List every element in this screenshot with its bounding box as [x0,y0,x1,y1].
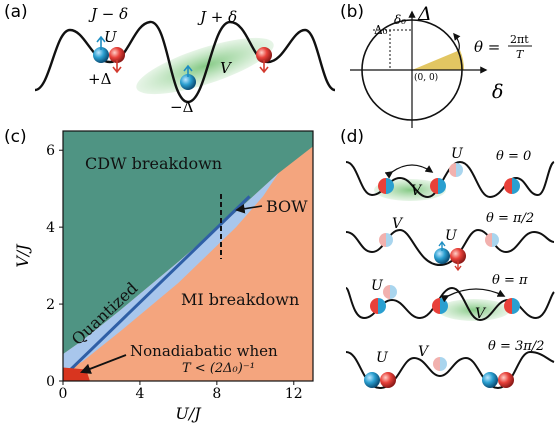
nonadiabatic-condition: T < (2Δ₀)⁻¹ [182,361,255,376]
hop-right-label: J + δ [197,8,237,26]
row-v-label: V [411,183,423,199]
minus-delta-label: −Δ [170,98,194,116]
y-tick-label: 4 [46,220,55,236]
blue-particle [93,47,109,63]
mixed-particle [504,178,520,194]
onsite-u-label: U [104,28,118,46]
nonadiabatic-label: Nonadiabatic when [130,342,278,360]
panel-a: (a) J − δ J + δ U V +Δ −Δ [4,2,336,116]
cdw-region [63,131,313,355]
y-tick-label: 0 [46,374,55,390]
theta-denominator: T [516,48,525,61]
nonadiabatic-arrow [79,354,127,374]
bow-arrow [235,204,263,214]
spin-down-arrow [112,60,122,74]
phase-diagram [63,131,313,381]
x-tick-label: 4 [135,386,144,402]
row-u-label: U [376,350,389,366]
y-tick-label: 6 [46,143,55,159]
panel-d: (d) V U θ = 0 V U θ = π/2 [340,127,555,390]
mixed-particle [432,298,448,314]
plus-delta-label: +Δ [88,70,112,88]
x-tick-label: 8 [212,386,221,402]
x-axis-label: δ [492,81,503,103]
spin-down-arrow [259,60,269,74]
snapshot-row-2: U V θ = π [345,273,555,322]
spin-up-arrow [96,35,106,50]
mixed-particle [430,178,446,194]
panel-a-label: (a) [4,2,28,22]
snapshot-row-1: V U θ = π/2 [345,211,555,272]
mixed-particle [378,178,394,194]
faint-particle [379,233,393,247]
d0-tick: δ₀ [394,13,406,27]
panel-b: (b) Δ Δ₀ δ₀ θ = 2πt T (0, 0) δ [340,2,532,128]
mi-label: MI breakdown [181,290,299,309]
lattice-potential [345,286,555,322]
hop-arrow [440,288,506,303]
y-axis-title: V/J [13,243,32,268]
x-tick-label: 12 [285,386,303,402]
faint-particle [383,285,397,299]
faint-particle [449,163,463,177]
blue-particle [364,372,380,388]
row-v-label: V [475,306,487,322]
row-theta: θ = 0 [496,149,531,164]
rotation-arrow [453,32,461,53]
bow-line [69,195,251,371]
red-particle [109,47,125,63]
row-u-label: U [445,228,458,244]
snapshot-row-3: U V θ = 3π/2 [345,339,555,390]
row-theta: θ = π/2 [486,211,534,226]
red-particle [256,47,272,63]
bow-label: BOW [266,197,308,216]
axis-ticks: 0 4 8 12 0 2 4 6 [46,143,303,402]
lattice-potential [345,350,555,390]
interaction-cloud [136,37,274,95]
panel-d-label: (d) [340,127,364,147]
snapshot-row-0: V U θ = 0 [345,146,555,201]
panel-c-label: (c) [4,127,27,147]
origin-label: (0, 0) [414,72,438,83]
red-particle [450,248,466,264]
x-axis-title: U/J [175,404,202,423]
row-v-label: V [418,344,430,360]
delta-axis-label: Δ [417,3,432,25]
hop-left-label: J − δ [88,5,128,23]
faint-particle [433,357,447,371]
blue-particle [180,74,196,90]
nn-v-label: V [220,59,233,77]
x-tick-label: 0 [59,386,68,402]
mixed-particle [504,298,520,314]
row-theta: θ = π [492,273,528,288]
row-theta: θ = 3π/2 [488,339,544,354]
cdw-label: CDW breakdown [85,154,222,173]
panel-b-label: (b) [340,2,364,22]
hop-arrow [384,164,434,179]
y-tick-label: 2 [46,297,55,313]
theta-numerator: 2πt [510,33,529,46]
faint-particle [485,233,499,247]
theta-lhs: θ = [474,38,500,56]
mixed-particle [370,298,386,314]
angle-wedge [412,50,465,70]
blue-particle [434,248,450,264]
plot-frame [62,130,314,382]
lattice-potential [34,20,336,104]
row-u-label: U [371,278,384,294]
red-particle [380,372,396,388]
row-v-label: V [392,216,404,232]
blue-particle [482,372,498,388]
spin-up-arrow [183,64,193,77]
red-particle [498,372,514,388]
delta0-tick: Δ₀ [374,23,388,37]
row-u-label: U [451,146,464,162]
